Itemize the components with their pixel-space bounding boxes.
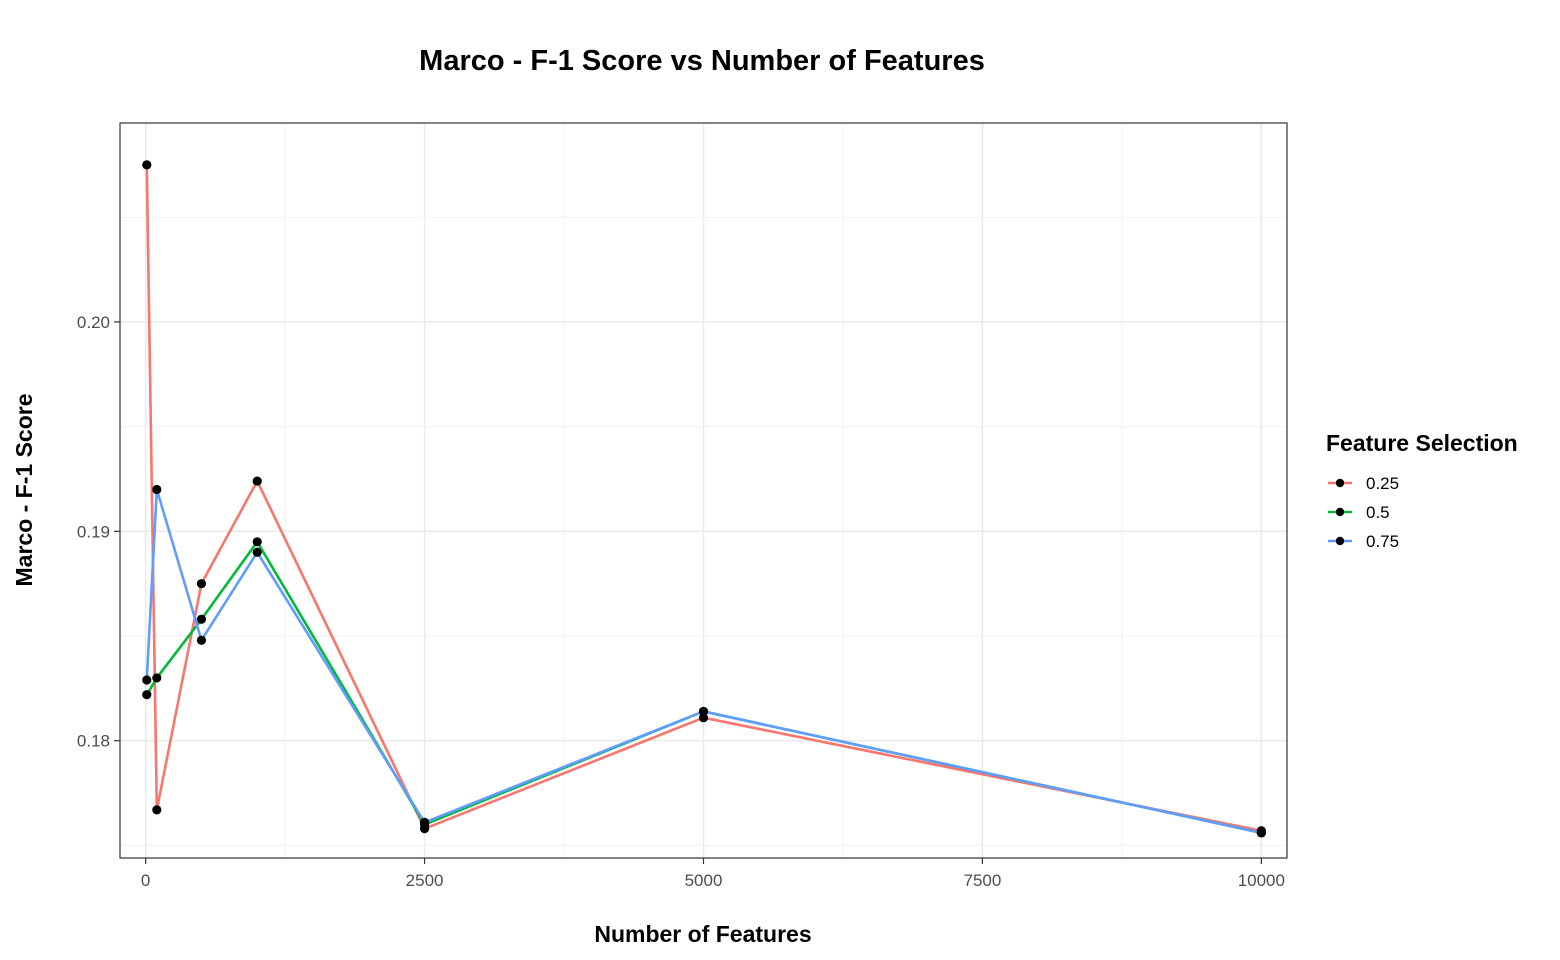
legend-key-point xyxy=(1335,478,1345,488)
x-tick-label: 7500 xyxy=(964,871,1002,890)
legend-item-0-25: 0.25 xyxy=(1328,474,1399,493)
data-point xyxy=(698,706,709,717)
legend: Feature Selection 0.25 0.5 0.75 xyxy=(1326,430,1518,551)
data-point xyxy=(196,635,207,645)
x-tick-label: 2500 xyxy=(406,871,444,890)
data-point xyxy=(1256,828,1266,838)
x-axis-title: Number of Features xyxy=(594,921,811,947)
legend-key-point xyxy=(1335,536,1345,546)
data-point xyxy=(252,476,262,486)
data-point xyxy=(196,579,207,589)
data-point xyxy=(152,805,162,815)
data-point xyxy=(142,160,152,170)
grid-major xyxy=(120,123,1287,858)
legend-title: Feature Selection xyxy=(1326,430,1518,456)
data-point xyxy=(142,675,152,685)
y-axis-ticks: 0.18 0.19 0.20 xyxy=(77,313,120,751)
y-axis-title: Marco - F-1 Score xyxy=(11,394,37,587)
data-point xyxy=(419,817,430,828)
legend-label: 0.25 xyxy=(1366,474,1399,493)
y-tick-label: 0.20 xyxy=(77,313,110,332)
legend-label: 0.75 xyxy=(1366,532,1399,551)
x-tick-label: 10000 xyxy=(1238,871,1285,890)
legend-item-0-5: 0.5 xyxy=(1328,503,1390,522)
legend-item-0-75: 0.75 xyxy=(1328,532,1399,551)
data-point xyxy=(196,614,207,624)
data-point xyxy=(152,484,162,495)
y-tick-label: 0.19 xyxy=(77,522,110,541)
data-point xyxy=(152,673,162,683)
data-point xyxy=(252,537,262,547)
series-points xyxy=(142,160,1266,838)
x-tick-label: 0 xyxy=(141,871,150,890)
x-axis-ticks: 0 2500 5000 7500 10000 xyxy=(141,858,1285,890)
y-tick-label: 0.18 xyxy=(77,732,110,751)
data-point xyxy=(252,547,262,557)
legend-items: 0.25 0.5 0.75 xyxy=(1328,474,1399,551)
legend-label: 0.5 xyxy=(1366,503,1390,522)
data-point xyxy=(142,690,152,700)
x-tick-label: 5000 xyxy=(685,871,723,890)
chart-title: Marco - F-1 Score vs Number of Features xyxy=(419,45,985,77)
legend-key-point xyxy=(1335,507,1345,517)
